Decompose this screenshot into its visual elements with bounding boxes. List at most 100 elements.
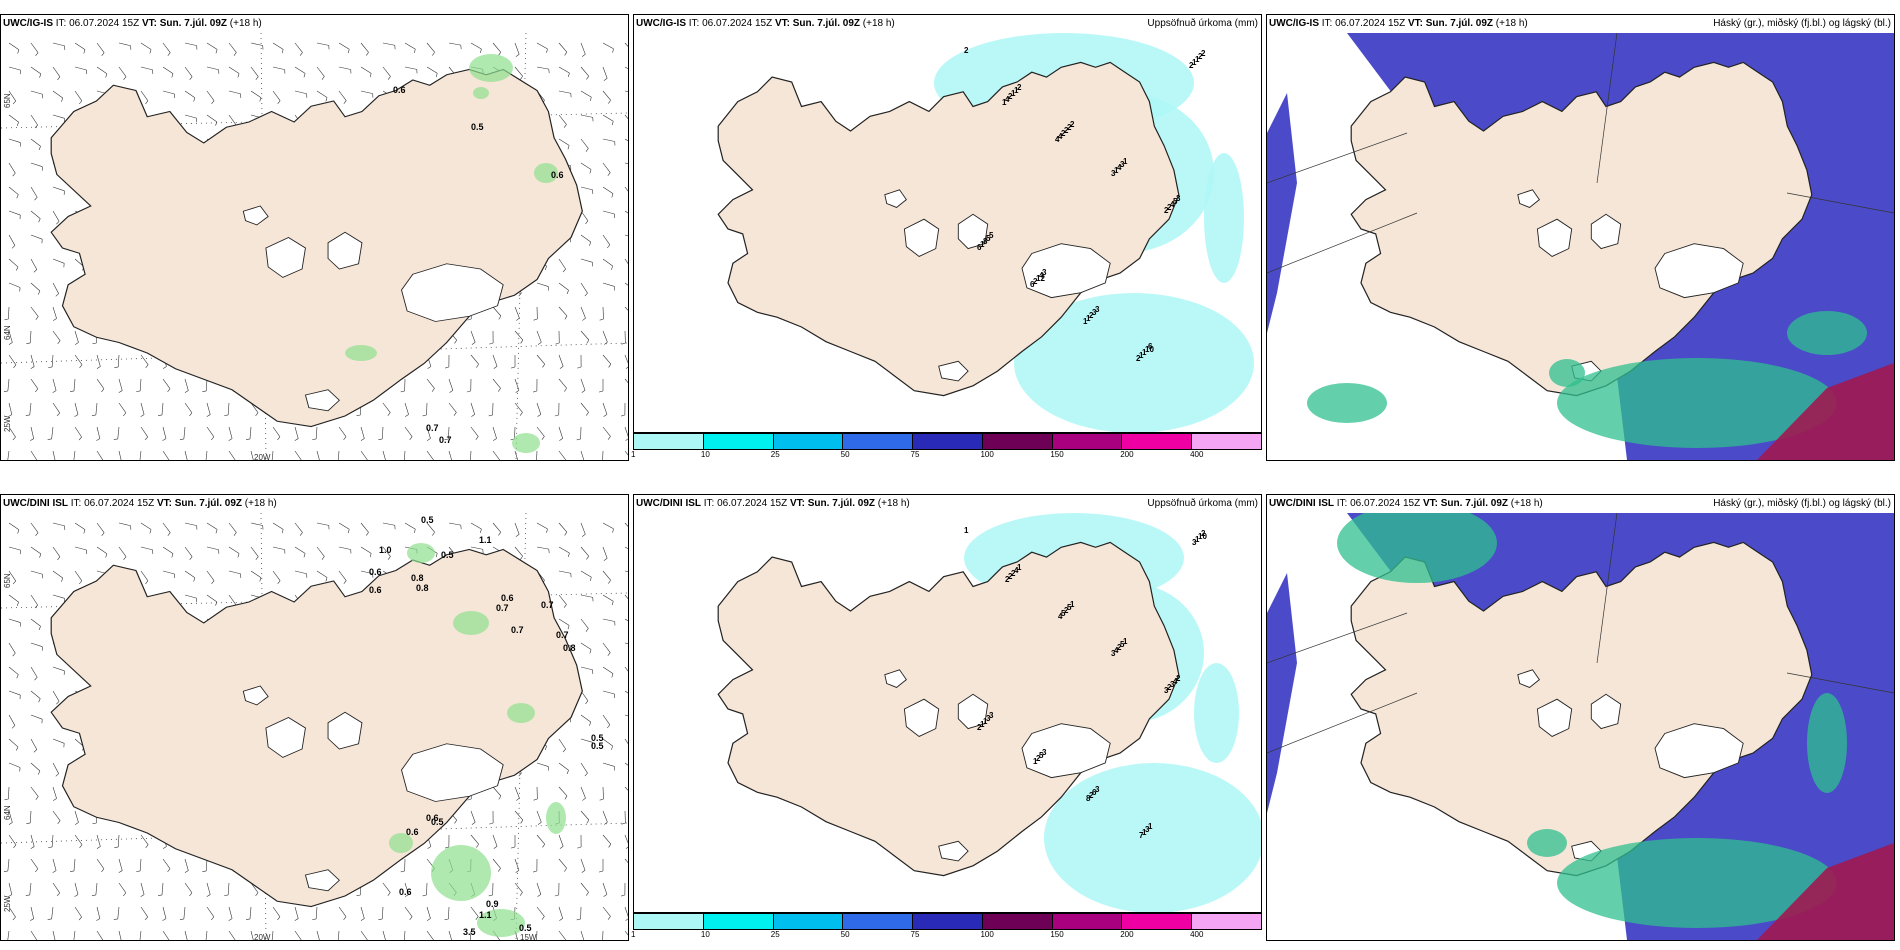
precip-value-label: 1 — [1114, 166, 1119, 175]
wind-barb-flag — [365, 52, 369, 56]
wind-barb — [316, 90, 328, 98]
wind-barb — [206, 402, 211, 415]
wind-barb — [52, 282, 59, 294]
precip-legend-top: 1 10 25 50 75 100 150 200 400 — [631, 433, 1262, 459]
precip-value-label: 3 — [1042, 748, 1047, 757]
wind-barb — [580, 258, 593, 263]
wind-barb-flag — [518, 772, 522, 777]
wind-barb — [624, 138, 628, 142]
wind-barb — [624, 786, 628, 791]
wind-barb-flag — [546, 528, 548, 533]
wind-barb — [8, 714, 16, 726]
precip-value-label: 2 — [1061, 129, 1066, 138]
glacier — [1021, 723, 1111, 779]
wind-barb-flag — [56, 892, 60, 897]
precip-value-label: 2 — [1198, 52, 1203, 61]
precip-value-label: 3 — [1042, 268, 1047, 277]
panel-title: Uppsöfnuð úrkoma (mm) — [1147, 18, 1258, 29]
wind-barb — [360, 426, 365, 439]
wind-barb-flag — [255, 892, 259, 897]
wind-value-label: 0.6 — [369, 567, 382, 577]
wind-barb-flag — [4, 318, 9, 321]
wind-barb — [117, 426, 120, 439]
wind-barb-flag — [347, 49, 350, 54]
wind-barb-flag — [581, 390, 586, 393]
wind-barb-flag — [541, 916, 545, 920]
wind-value-label: 0.5 — [591, 741, 604, 751]
precip-value-label: 2 — [1167, 683, 1172, 692]
wind-barb-flag — [74, 342, 79, 345]
wind-barb — [536, 546, 549, 550]
legend-ticks: 1 10 25 50 75 100 150 200 400 — [631, 930, 1262, 940]
wind-barb — [580, 162, 592, 170]
wind-barb-flag — [171, 73, 174, 78]
wind-barb — [8, 762, 21, 768]
wind-barb — [316, 570, 328, 578]
wind-barb — [52, 594, 65, 599]
wind-barb-flag — [211, 100, 215, 105]
wind-barb-flag — [589, 97, 592, 102]
wind-barb-flag — [215, 121, 218, 126]
wind-barb — [470, 402, 475, 415]
wind-value-label: 0.5 — [591, 733, 604, 743]
wind-barb — [624, 594, 628, 600]
wind-map-panel-dini: UWC/DINI ISL IT: 06.07.2024 15Z VT: Sun.… — [0, 494, 629, 941]
wind-barb-flag — [246, 438, 251, 440]
wind-barb-flag — [3, 870, 8, 872]
legend-tick-label: 75 — [910, 930, 920, 939]
precip-value-label: 2 — [1070, 120, 1075, 129]
wind-barb — [514, 858, 520, 871]
wind-barb — [140, 906, 148, 918]
wind-barb — [492, 450, 501, 460]
wind-barb — [294, 426, 299, 439]
wind-barb — [580, 234, 591, 243]
wind-barb — [272, 426, 281, 437]
precip-value-label: 4 — [1173, 677, 1178, 686]
precip-value-label: 5 — [1173, 197, 1178, 206]
legend-tick-label: 150 — [1050, 930, 1064, 939]
wind-barb — [602, 306, 604, 320]
wind-barb — [338, 570, 347, 581]
wind-barb — [52, 450, 56, 460]
mid-cloud-area — [1307, 383, 1387, 423]
wind-barb — [602, 882, 608, 895]
wind-barb — [404, 426, 413, 437]
panel-header: UWC/DINI ISL IT: 06.07.2024 15Z VT: Sun.… — [636, 498, 910, 509]
wind-barb — [514, 402, 523, 413]
wind-barb-flag — [511, 846, 516, 849]
precip-value-label: 1 — [1014, 86, 1019, 95]
wind-barb — [52, 810, 61, 821]
wind-barb-flag — [8, 342, 13, 345]
wind-barb — [382, 42, 395, 46]
wind-barb — [206, 882, 211, 895]
wind-barb — [206, 546, 219, 551]
wind-barb-flag — [189, 412, 193, 417]
boundary-line — [1267, 612, 1408, 664]
wind-barb — [184, 930, 188, 940]
gust-area — [477, 909, 525, 937]
wind-barb — [8, 426, 16, 438]
wind-barb — [140, 570, 149, 581]
wind-barb-flag — [303, 553, 306, 558]
wind-barb — [294, 522, 303, 533]
precip-value-label: 3 — [1111, 169, 1116, 178]
wind-barb — [8, 642, 16, 654]
wind-barb-flag — [26, 822, 31, 825]
wind-barb-flag — [564, 51, 568, 56]
wind-barb-flag — [211, 436, 215, 441]
wind-barb — [536, 354, 545, 365]
wind-barb-flag — [621, 822, 626, 825]
wind-barb — [95, 882, 98, 895]
wind-barb-flag — [37, 770, 41, 775]
wind-barb-flag — [444, 438, 449, 441]
wind-barb — [536, 282, 549, 287]
wind-barb — [162, 930, 170, 940]
wind-barb — [492, 858, 501, 869]
precip-area — [1044, 763, 1261, 912]
wind-barb-flag — [607, 244, 611, 249]
wind-barb — [8, 354, 17, 365]
wind-barb-flag — [611, 265, 613, 270]
wind-barb-flag — [515, 54, 520, 57]
wind-barb — [624, 234, 628, 237]
wind-barb-flag — [26, 342, 31, 345]
